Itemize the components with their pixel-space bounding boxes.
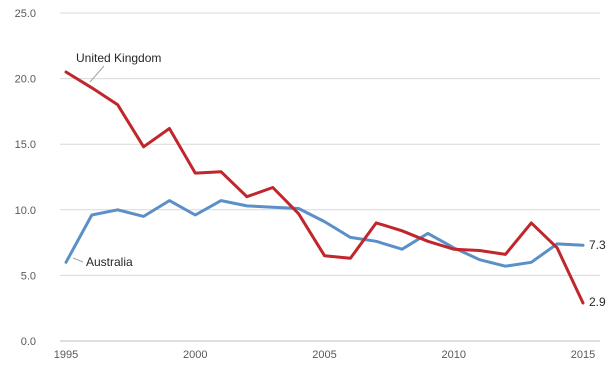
end-label-australia: 7.3 <box>589 238 606 252</box>
x-axis-ticks: 1995 2000 2005 2010 2015 <box>54 349 595 361</box>
annotations: United Kingdom Australia <box>72 51 161 269</box>
australia-leader-line <box>72 257 84 263</box>
y-tick-label: 10.0 <box>15 205 36 217</box>
x-tick-label: 2005 <box>312 349 336 361</box>
series-line-united-kingdom <box>64 70 585 305</box>
uk-leader-line <box>89 65 105 83</box>
y-tick-label: 5.0 <box>21 270 36 282</box>
series-label-united-kingdom: United Kingdom <box>76 51 161 65</box>
x-tick-label: 2015 <box>571 349 595 361</box>
end-label-united-kingdom: 2.9 <box>589 295 606 309</box>
series-line-australia <box>64 199 585 268</box>
y-tick-label: 20.0 <box>15 74 36 86</box>
series-label-australia: Australia <box>86 255 133 269</box>
y-tick-label: 15.0 <box>15 139 36 151</box>
end-value-labels: 7.3 2.9 <box>589 238 606 309</box>
series-lines <box>64 70 585 305</box>
x-tick-label: 2010 <box>442 349 466 361</box>
gridlines <box>60 12 600 342</box>
y-tick-label: 25.0 <box>15 8 36 20</box>
x-tick-label: 2000 <box>183 349 207 361</box>
y-tick-label: 0.0 <box>21 336 36 348</box>
x-tick-label: 1995 <box>54 349 78 361</box>
y-axis-ticks: 0.0 5.0 10.0 15.0 20.0 25.0 <box>15 8 36 348</box>
